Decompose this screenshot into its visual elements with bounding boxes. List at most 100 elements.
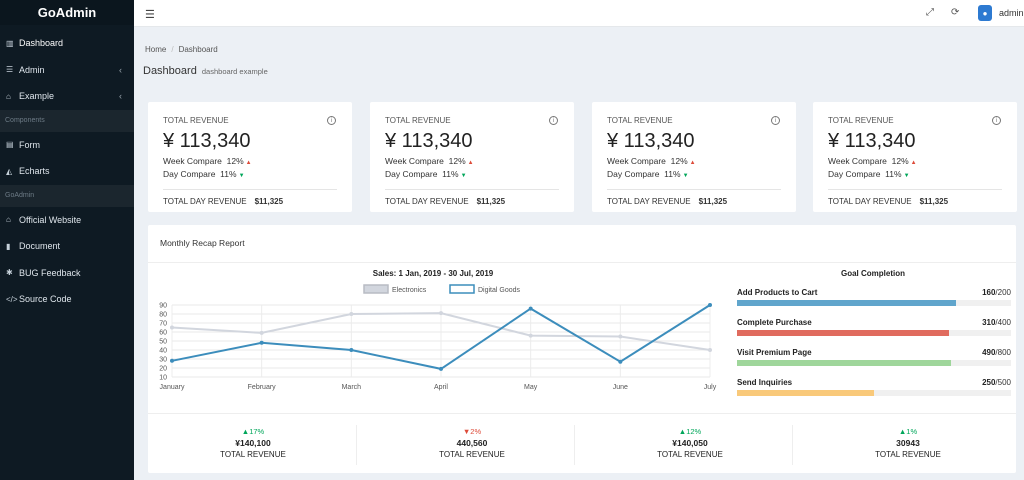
card-total: TOTAL DAY REVENUE $11,325 xyxy=(828,197,949,206)
data-point xyxy=(259,340,264,345)
card-label: TOTAL REVENUE xyxy=(607,116,673,125)
stat-value: ¥140,100 xyxy=(235,438,271,448)
user-menu[interactable]: admin xyxy=(999,8,1024,18)
stat-change: ▲1% xyxy=(898,427,918,436)
sidebar-item-official-website[interactable]: ⌂ Official Website xyxy=(0,207,134,234)
page-title-text: Dashboard xyxy=(143,65,197,77)
week-compare: Week Compare 12% ▲ xyxy=(163,156,252,166)
y-tick-label: 20 xyxy=(159,366,167,373)
sidebar-item-bug-feedback[interactable]: ✱ BUG Feedback xyxy=(0,260,134,287)
caret-down-icon: ▼ xyxy=(238,173,245,179)
sidebar: GoAdmin ▥ Dashboard ☰ Admin ‹ ⌂ Example … xyxy=(0,0,134,480)
sidebar-item-label: Form xyxy=(19,139,40,150)
sidebar-item-label: Admin xyxy=(19,64,45,75)
caret-down-icon: ▼ xyxy=(682,173,689,179)
chevron-left-icon: ‹ xyxy=(119,64,122,75)
data-point xyxy=(618,359,623,364)
sidebar-item-document[interactable]: ▮ Document xyxy=(0,233,134,260)
caret-up-icon: ▲ xyxy=(467,160,474,166)
x-tick-label: May xyxy=(524,384,538,391)
stat-block: ▲12% ¥140,050 TOTAL REVENUE xyxy=(590,427,790,459)
y-tick-label: 90 xyxy=(159,303,167,310)
bank-icon: ⌂ xyxy=(6,91,11,101)
home-icon: ⌂ xyxy=(6,215,11,225)
sidebar-item-admin[interactable]: ☰ Admin ‹ xyxy=(0,57,134,84)
y-tick-label: 40 xyxy=(159,348,167,355)
goal-progress: Visit Premium Page 490/800 xyxy=(737,348,1011,378)
sidebar-item-label: Official Website xyxy=(19,214,82,225)
goal-progress: Complete Purchase 310/400 xyxy=(737,318,1011,348)
info-icon[interactable]: i xyxy=(771,116,780,125)
stat-value: ¥140,050 xyxy=(672,438,708,448)
data-point xyxy=(170,325,174,330)
card-amount: ¥ 113,340 xyxy=(163,130,251,152)
sidebar-item-form[interactable]: ▤ Form xyxy=(0,132,134,159)
caret-down-icon: ▼ xyxy=(903,173,910,179)
y-tick-label: 70 xyxy=(159,321,167,328)
data-point xyxy=(528,333,533,338)
logo[interactable]: GoAdmin xyxy=(0,0,134,25)
x-tick-label: April xyxy=(434,384,448,391)
info-icon[interactable]: i xyxy=(992,116,1001,125)
bug-icon: ✱ xyxy=(6,268,13,278)
fullscreen-icon[interactable]: ⤢ xyxy=(926,7,934,18)
legend-label: Electronics xyxy=(392,287,427,294)
data-point xyxy=(618,334,623,339)
sidebar-item-label: Example xyxy=(19,91,55,102)
stat-label: TOTAL REVENUE xyxy=(657,450,723,459)
breadcrumb-current: Dashboard xyxy=(178,45,218,54)
caret-up-icon: ▲ xyxy=(245,160,252,166)
x-tick-label: June xyxy=(613,384,628,391)
goal-progress: Add Products to Cart 160/200 xyxy=(737,288,1011,318)
form-icon: ▤ xyxy=(6,140,14,150)
info-icon[interactable]: i xyxy=(549,116,558,125)
sidebar-header-goadmin: GoAdmin xyxy=(0,184,134,207)
day-compare: Day Compare 11% ▼ xyxy=(607,169,689,179)
stat-block: ▼2% 440,560 TOTAL REVENUE xyxy=(372,427,572,459)
avatar[interactable]: ● xyxy=(978,5,992,21)
code-icon: </> xyxy=(6,294,18,304)
week-compare: Week Compare 12% ▲ xyxy=(385,156,474,166)
progress-bar xyxy=(737,300,957,306)
sidebar-item-label: BUG Feedback xyxy=(19,267,81,278)
stat-value: 440,560 xyxy=(456,438,488,448)
data-point xyxy=(708,348,712,352)
card-label: TOTAL REVENUE xyxy=(163,116,229,125)
sales-line-chart: 10 20 30 40 50 60 70 80 90 January February March Ap… xyxy=(159,284,717,391)
info-icon[interactable]: i xyxy=(327,116,336,125)
menu-toggle-icon[interactable]: ☰ xyxy=(145,9,155,21)
sidebar-item-dashboard[interactable]: ▥ Dashboard xyxy=(0,30,134,57)
stat-label: TOTAL REVENUE xyxy=(875,450,941,459)
x-tick-label: February xyxy=(248,384,277,391)
y-tick-label: 30 xyxy=(159,357,167,364)
chevron-left-icon: ‹ xyxy=(119,91,122,102)
week-compare: Week Compare 12% ▲ xyxy=(607,156,696,166)
book-icon: ▮ xyxy=(6,241,11,251)
area-chart-icon: ◭ xyxy=(6,166,13,176)
y-tick-label: 50 xyxy=(159,339,167,346)
progress-bar xyxy=(737,360,951,366)
stat-change: ▲17% xyxy=(241,427,265,436)
refresh-icon[interactable]: ⟳ xyxy=(951,7,960,18)
breadcrumb-home[interactable]: Home xyxy=(145,45,167,54)
sidebar-item-source-code[interactable]: </> Source Code xyxy=(0,286,134,313)
legend-swatch xyxy=(449,284,475,294)
revenue-card: TOTAL REVENUE i ¥ 113,340 Week Compare 1… xyxy=(148,102,352,212)
card-amount: ¥ 113,340 xyxy=(385,130,473,152)
data-point xyxy=(349,348,354,352)
y-tick-label: 10 xyxy=(159,375,167,382)
progress-bar xyxy=(737,330,950,336)
day-compare: Day Compare 11% ▼ xyxy=(385,169,467,179)
card-total: TOTAL DAY REVENUE $11,325 xyxy=(385,197,506,206)
card-label: TOTAL REVENUE xyxy=(828,116,894,125)
legend-swatch xyxy=(363,284,389,294)
revenue-card: TOTAL REVENUE i ¥ 113,340 Week Compare 1… xyxy=(592,102,796,212)
sidebar-item-label: Source Code xyxy=(19,294,72,305)
stat-change: ▼2% xyxy=(462,427,482,436)
stat-block: ▲17% ¥140,100 TOTAL REVENUE xyxy=(153,427,353,459)
y-tick-label: 60 xyxy=(159,330,167,337)
sidebar-item-echarts[interactable]: ◭ Echarts xyxy=(0,158,134,185)
tasks-icon: ☰ xyxy=(6,65,14,75)
sidebar-item-example[interactable]: ⌂ Example ‹ xyxy=(0,83,134,110)
week-compare: Week Compare 12% ▲ xyxy=(828,156,917,166)
